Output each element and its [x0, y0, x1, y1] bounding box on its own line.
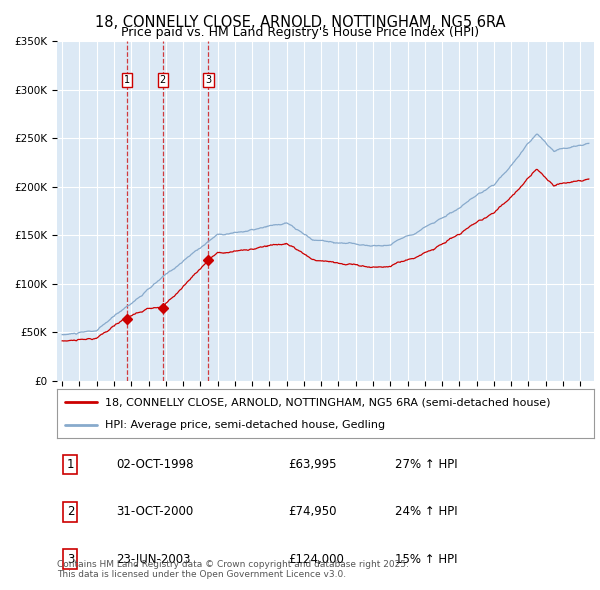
Text: 3: 3 [205, 75, 211, 85]
Text: 3: 3 [67, 552, 74, 566]
Text: 1: 1 [124, 75, 130, 85]
Text: 15% ↑ HPI: 15% ↑ HPI [395, 552, 458, 566]
Text: £63,995: £63,995 [288, 458, 337, 471]
Text: HPI: Average price, semi-detached house, Gedling: HPI: Average price, semi-detached house,… [106, 419, 385, 430]
Text: 02-OCT-1998: 02-OCT-1998 [116, 458, 194, 471]
Text: 2: 2 [160, 75, 166, 85]
Text: Contains HM Land Registry data © Crown copyright and database right 2025.
This d: Contains HM Land Registry data © Crown c… [57, 560, 409, 579]
Text: 18, CONNELLY CLOSE, ARNOLD, NOTTINGHAM, NG5 6RA (semi-detached house): 18, CONNELLY CLOSE, ARNOLD, NOTTINGHAM, … [106, 398, 551, 408]
Text: 1: 1 [67, 458, 74, 471]
Text: 23-JUN-2003: 23-JUN-2003 [116, 552, 191, 566]
Text: 24% ↑ HPI: 24% ↑ HPI [395, 505, 458, 519]
Text: 31-OCT-2000: 31-OCT-2000 [116, 505, 193, 519]
Text: Price paid vs. HM Land Registry's House Price Index (HPI): Price paid vs. HM Land Registry's House … [121, 26, 479, 39]
Text: £124,000: £124,000 [288, 552, 344, 566]
Text: 18, CONNELLY CLOSE, ARNOLD, NOTTINGHAM, NG5 6RA: 18, CONNELLY CLOSE, ARNOLD, NOTTINGHAM, … [95, 15, 505, 30]
Text: 27% ↑ HPI: 27% ↑ HPI [395, 458, 458, 471]
Text: 2: 2 [67, 505, 74, 519]
Text: £74,950: £74,950 [288, 505, 337, 519]
